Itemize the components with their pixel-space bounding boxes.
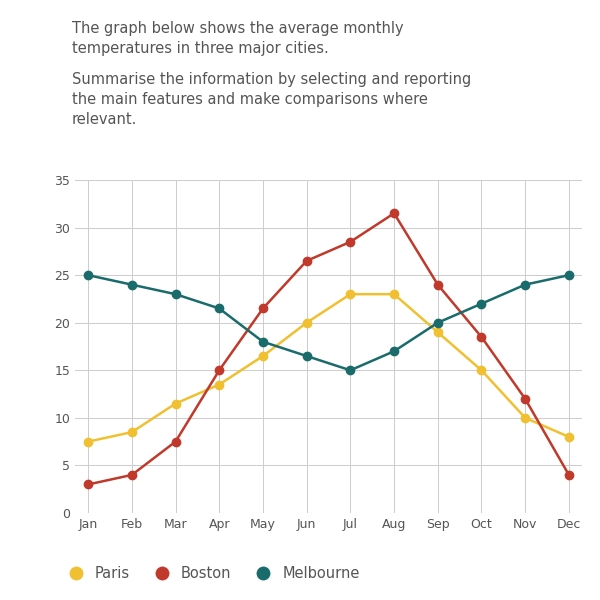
Text: the main features and make comparisons where: the main features and make comparisons w… <box>72 92 428 107</box>
Legend: Paris, Boston, Melbourne: Paris, Boston, Melbourne <box>55 560 365 587</box>
Text: Summarise the information by selecting and reporting: Summarise the information by selecting a… <box>72 72 471 87</box>
Text: The graph below shows the average monthly: The graph below shows the average monthl… <box>72 21 404 36</box>
Text: temperatures in three major cities.: temperatures in three major cities. <box>72 41 329 56</box>
Text: relevant.: relevant. <box>72 112 137 127</box>
